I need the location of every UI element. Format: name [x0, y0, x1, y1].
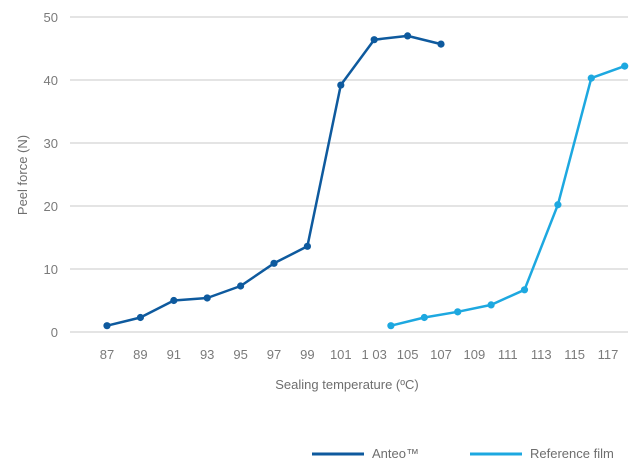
x-tick-label: 107 [430, 347, 452, 362]
data-point-reference [520, 286, 529, 294]
data-point-reference [621, 62, 629, 70]
x-tick-label: 101 [330, 347, 352, 362]
x-axis-title: Sealing temperature (ºC) [275, 377, 418, 392]
data-point-anteo [437, 40, 445, 48]
x-tick-label: 1 03 [362, 347, 387, 362]
data-point-reference [587, 74, 595, 82]
legend-label-anteo: Anteo™ [372, 446, 419, 461]
legend-label-reference: Reference film [530, 446, 614, 461]
x-tick-label: 113 [531, 347, 552, 362]
x-tick-label: 97 [267, 347, 281, 362]
x-tick-label: 111 [498, 347, 518, 362]
data-point-anteo [404, 32, 412, 40]
x-tick-label: 117 [598, 347, 619, 362]
x-tick-label: 99 [300, 347, 314, 362]
y-tick-label: 30 [44, 136, 58, 151]
x-tick-label: 87 [100, 347, 114, 362]
x-tick-label: 93 [200, 347, 214, 362]
x-tick-label: 89 [133, 347, 147, 362]
x-tick-label: 91 [167, 347, 181, 362]
gridlines [70, 16, 628, 333]
y-tick-label: 50 [44, 10, 58, 25]
data-point-anteo [170, 296, 178, 305]
data-point-anteo [203, 294, 211, 302]
legend: Anteo™ Reference film [312, 446, 614, 461]
x-axis-ticks: 87 89 91 93 95 97 99 101 1 03 105 107 109 111 113 115 1… [100, 347, 619, 362]
data-point-anteo [370, 36, 378, 44]
data-point-anteo [270, 259, 278, 267]
y-axis-title: Peel force (N) [15, 135, 30, 215]
x-tick-label: 109 [464, 347, 486, 362]
data-point-anteo [237, 282, 245, 290]
series-line-anteo [106, 34, 442, 327]
series-layer [103, 32, 629, 330]
y-axis-ticks: 0 10 20 30 40 50 [44, 10, 58, 340]
data-point-reference [487, 301, 495, 309]
x-tick-label: 115 [564, 347, 585, 362]
data-point-anteo [303, 242, 311, 250]
data-point-reference [454, 308, 462, 316]
data-point-anteo [337, 81, 345, 89]
y-tick-label: 10 [44, 262, 58, 277]
data-point-anteo [103, 322, 111, 330]
x-tick-label: 105 [397, 347, 419, 362]
data-point-reference [420, 313, 428, 322]
y-tick-label: 40 [44, 73, 58, 88]
y-tick-label: 0 [51, 325, 58, 340]
x-tick-label: 95 [233, 347, 247, 362]
data-point-anteo [136, 313, 144, 322]
data-point-reference [387, 322, 395, 330]
y-tick-label: 20 [44, 199, 58, 214]
series-line-reference [390, 64, 626, 327]
data-point-reference [554, 201, 562, 209]
